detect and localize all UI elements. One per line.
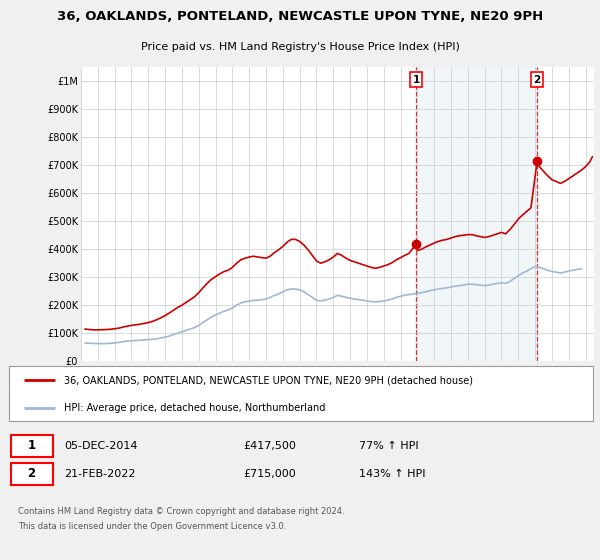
Text: 05-DEC-2014: 05-DEC-2014 [64, 441, 137, 451]
Text: Contains HM Land Registry data © Crown copyright and database right 2024.: Contains HM Land Registry data © Crown c… [18, 507, 344, 516]
Text: 1: 1 [28, 439, 36, 452]
Text: 36, OAKLANDS, PONTELAND, NEWCASTLE UPON TYNE, NE20 9PH: 36, OAKLANDS, PONTELAND, NEWCASTLE UPON … [57, 10, 543, 23]
Text: £715,000: £715,000 [244, 469, 296, 479]
Text: 143% ↑ HPI: 143% ↑ HPI [359, 469, 426, 479]
Text: 21-FEB-2022: 21-FEB-2022 [64, 469, 136, 479]
Bar [416, 67, 537, 361]
FancyBboxPatch shape [9, 366, 593, 421]
FancyBboxPatch shape [11, 435, 53, 457]
Text: This data is licensed under the Open Government Licence v3.0.: This data is licensed under the Open Gov… [18, 522, 286, 531]
Text: 2: 2 [28, 467, 36, 480]
Text: 36, OAKLANDS, PONTELAND, NEWCASTLE UPON TYNE, NE20 9PH (detached house): 36, OAKLANDS, PONTELAND, NEWCASTLE UPON … [64, 375, 473, 385]
Text: 77% ↑ HPI: 77% ↑ HPI [359, 441, 419, 451]
Text: HPI: Average price, detached house, Northumberland: HPI: Average price, detached house, Nort… [64, 403, 325, 413]
Text: Price paid vs. HM Land Registry's House Price Index (HPI): Price paid vs. HM Land Registry's House … [140, 41, 460, 52]
Text: 1: 1 [412, 74, 419, 85]
Text: £417,500: £417,500 [244, 441, 296, 451]
Text: 2: 2 [533, 74, 541, 85]
FancyBboxPatch shape [11, 463, 53, 485]
